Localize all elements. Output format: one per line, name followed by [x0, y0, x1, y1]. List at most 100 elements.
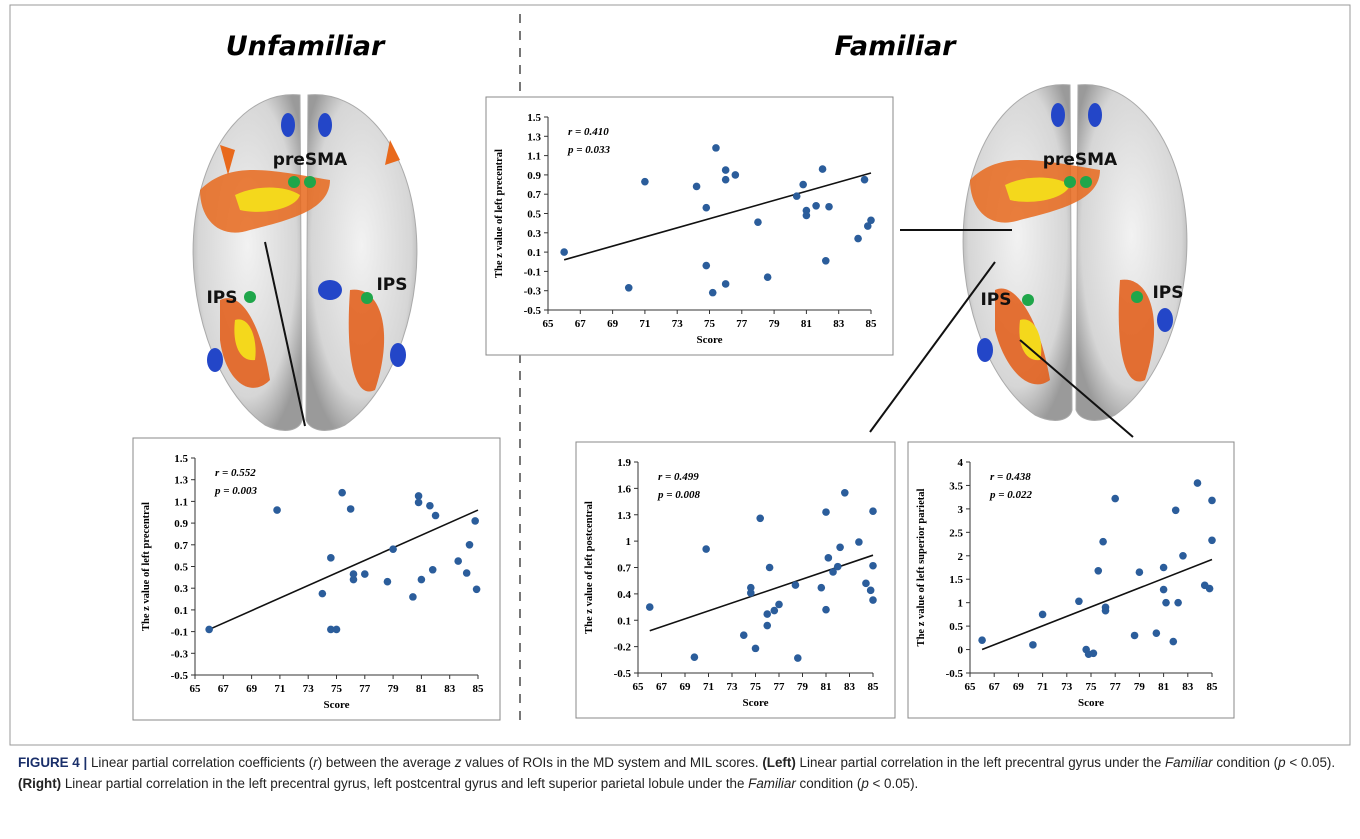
data-point [702, 545, 710, 553]
data-point [818, 584, 826, 592]
data-point [756, 514, 764, 522]
data-point [854, 235, 862, 243]
data-point [819, 165, 827, 173]
brain-label: IPS [1152, 283, 1183, 303]
data-point [1206, 585, 1214, 593]
y-tick-label: -0.5 [171, 670, 189, 682]
data-point [793, 192, 801, 200]
y-tick-label: 0.5 [174, 562, 188, 574]
chart: -0.5-0.20.10.40.711.31.61.96567697173757… [576, 442, 895, 718]
x-tick-label: 73 [727, 681, 739, 693]
x-tick-label: 83 [444, 683, 456, 695]
y-tick-label: 1.5 [174, 453, 188, 465]
caption-text: p [861, 776, 868, 791]
x-tick-label: 85 [868, 681, 880, 693]
figure: Unfamiliar Familiar preSMA IPS IPS preSM… [0, 0, 1360, 750]
chart-frame [486, 97, 893, 355]
data-point [1208, 537, 1216, 545]
data-point [625, 284, 633, 292]
data-point [347, 505, 355, 513]
caption-text: condition ( [796, 776, 862, 791]
caption-text: Familiar [748, 776, 796, 791]
x-tick-label: 73 [303, 683, 315, 695]
data-point [463, 569, 471, 577]
data-point [792, 581, 800, 589]
data-point [429, 566, 437, 574]
y-tick-label: 1.3 [527, 131, 541, 143]
x-tick-label: 69 [1013, 681, 1025, 693]
x-tick-label: 71 [274, 683, 285, 695]
data-point [754, 218, 762, 226]
data-point [1162, 599, 1170, 607]
data-point [338, 489, 346, 497]
x-tick-label: 83 [844, 681, 856, 693]
data-point [418, 576, 426, 584]
data-point [389, 545, 397, 553]
data-point [319, 590, 327, 598]
x-tick-label: 65 [633, 681, 645, 693]
y-tick-label: -0.1 [171, 627, 188, 639]
x-tick-label: 81 [416, 683, 427, 695]
y-tick-label: -0.3 [171, 648, 189, 660]
x-tick-label: 67 [656, 681, 668, 693]
data-point [432, 512, 440, 520]
data-point [1136, 568, 1144, 576]
annotation: p = 0.008 [657, 489, 701, 501]
y-tick-label: -0.5 [614, 668, 632, 680]
data-point [867, 216, 875, 224]
data-point [862, 580, 870, 588]
data-point [834, 563, 842, 571]
data-point [752, 645, 760, 653]
annotation: r = 0.552 [215, 467, 256, 479]
data-point [1160, 564, 1168, 572]
y-tick-label: 0.1 [617, 615, 631, 627]
y-tick-label: 0.9 [174, 518, 188, 530]
x-tick-label: 85 [473, 683, 485, 695]
x-tick-label: 73 [1061, 681, 1073, 693]
annotation: p = 0.033 [567, 144, 611, 156]
data-point [693, 183, 701, 191]
annotation: p = 0.022 [989, 489, 1033, 501]
brain-label: IPS [980, 290, 1011, 310]
y-tick-label: 0.1 [174, 605, 188, 617]
data-point [869, 562, 877, 570]
caption-text: condition ( [1213, 755, 1279, 770]
caption-text: p [1278, 755, 1285, 770]
caption-label: FIGURE 4 | [18, 755, 87, 770]
page: {"titles": {"left": "Unfamiliar", "right… [0, 0, 1360, 839]
data-point [327, 554, 335, 562]
data-point [861, 176, 869, 184]
data-point [1131, 632, 1139, 640]
y-tick-label: -0.5 [946, 668, 964, 680]
x-tick-label: 71 [639, 318, 650, 330]
y-tick-label: 1.5 [949, 574, 963, 586]
x-axis-label: Score [742, 697, 768, 709]
x-tick-label: 81 [1158, 681, 1169, 693]
data-point [822, 508, 830, 516]
y-tick-label: 0.9 [527, 170, 541, 182]
annotation: r = 0.499 [658, 471, 699, 483]
data-point [350, 570, 358, 578]
data-point [766, 564, 774, 572]
caption-text: (Right) [18, 776, 61, 791]
x-axis-label: Score [323, 699, 349, 711]
data-point [415, 499, 423, 507]
x-tick-label: 81 [801, 318, 812, 330]
data-point [1208, 497, 1216, 505]
data-point [722, 166, 730, 174]
x-tick-label: 77 [359, 683, 371, 695]
chart: -0.5-0.3-0.10.10.30.50.70.91.11.31.56567… [486, 97, 893, 355]
y-tick-label: 0 [958, 645, 964, 657]
data-point [978, 636, 986, 644]
data-point [740, 631, 748, 639]
data-point [855, 538, 863, 546]
data-point [763, 610, 771, 618]
y-tick-label: -0.2 [614, 642, 632, 654]
y-tick-label: 1.1 [527, 151, 541, 163]
data-point [722, 280, 730, 288]
x-tick-label: 85 [1207, 681, 1219, 693]
brain-label: IPS [206, 288, 237, 308]
annotation: r = 0.438 [990, 471, 1031, 483]
brain-label: preSMA [1043, 150, 1118, 170]
chart-frame [133, 438, 500, 720]
